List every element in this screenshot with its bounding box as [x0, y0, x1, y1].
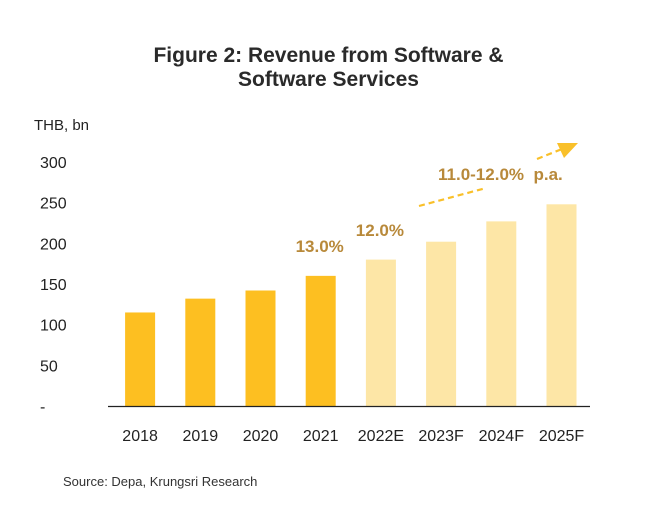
chart-title: Figure 2: Revenue from Software & Softwa… — [0, 44, 657, 92]
x-tick-label: 2024F — [479, 428, 525, 445]
y-axis-label: THB, bn — [34, 117, 89, 134]
forecast-growth-label: 11.0-12.0% p.a. — [438, 165, 563, 184]
y-tick-label: 200 — [40, 236, 67, 253]
bar-2023F — [426, 241, 457, 406]
bar-2020 — [245, 290, 276, 406]
y-tick-label: 100 — [40, 318, 67, 335]
x-tick-label: 2025F — [539, 428, 585, 445]
bar-2018 — [125, 312, 156, 406]
y-tick-label: 300 — [40, 155, 67, 172]
x-tick-label: 2023F — [418, 428, 464, 445]
x-tick-label: 2018 — [122, 428, 158, 445]
arrow-head-icon — [557, 143, 578, 158]
bar-2021 — [305, 275, 336, 406]
x-tick-label: 2021 — [303, 428, 339, 445]
bar-2025F — [546, 204, 577, 406]
y-tick-label: 150 — [40, 277, 67, 294]
y-tick-label: 50 — [40, 358, 58, 375]
x-tick-label: 2019 — [183, 428, 219, 445]
growth-label-2021: 13.0% — [296, 237, 344, 256]
y-tick-label: 250 — [40, 196, 67, 213]
source-note: Source: Depa, Krungsri Research — [63, 474, 258, 489]
chart-title-line-2: Software Services — [238, 68, 419, 91]
x-tick-label: 2020 — [243, 428, 279, 445]
growth-arrow-segment — [536, 147, 563, 161]
bar-2019 — [185, 298, 216, 406]
bar-2022E — [365, 259, 396, 406]
chart-title-line-1: Figure 2: Revenue from Software & — [153, 44, 504, 67]
growth-arrow-segment — [418, 186, 487, 208]
bar-2024F — [486, 221, 517, 406]
growth-label-2022e: 12.0% — [356, 221, 404, 240]
y-tick-label: - — [40, 399, 45, 416]
x-tick-label: 2022E — [358, 428, 404, 445]
